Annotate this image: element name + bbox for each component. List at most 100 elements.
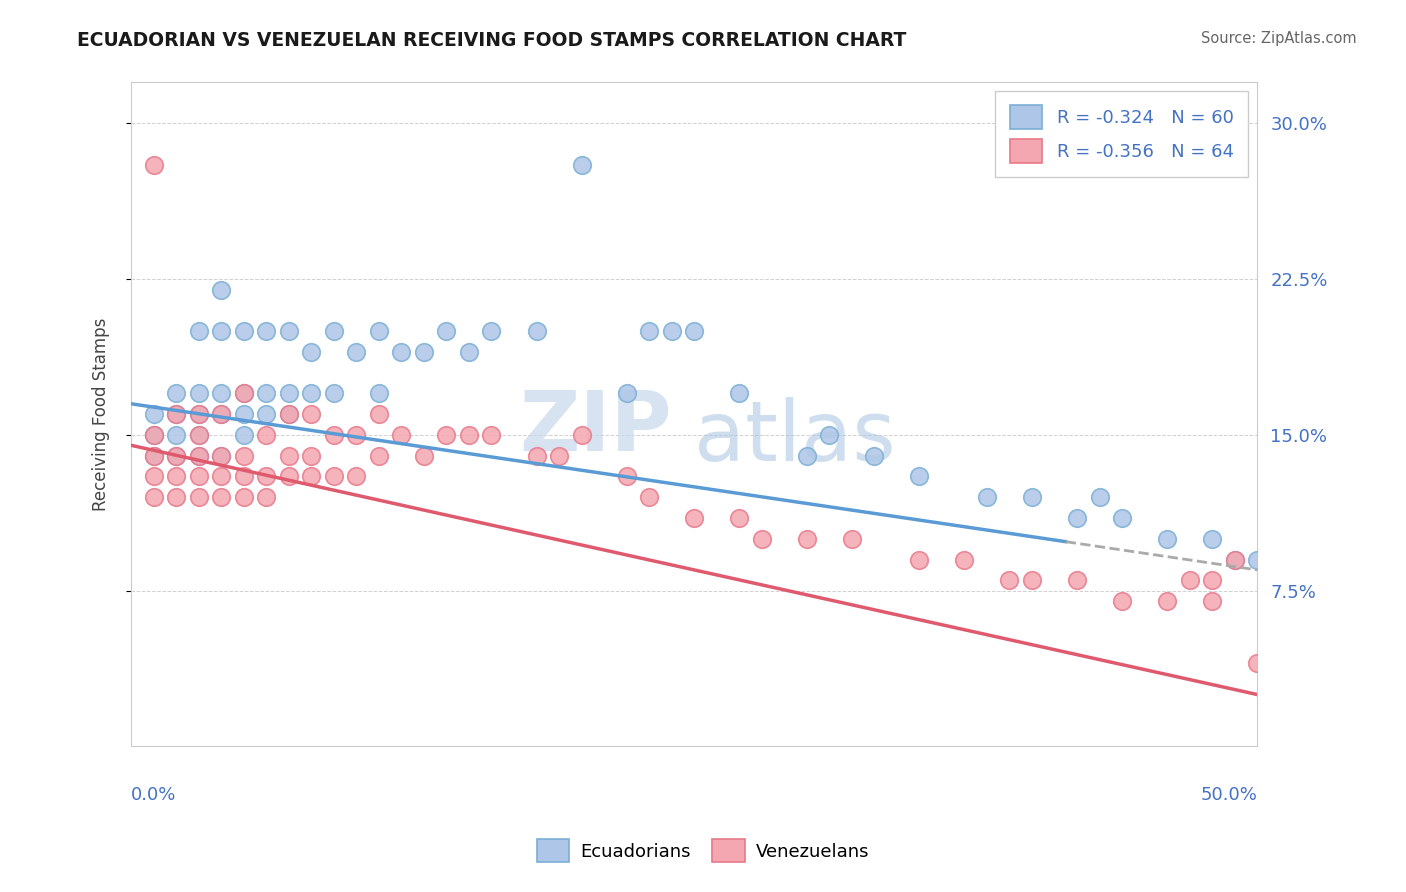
Point [299, 469, 322, 483]
Point [254, 386, 277, 401]
Point [1223, 552, 1246, 566]
Point [1021, 490, 1043, 504]
Point [187, 386, 209, 401]
Point [818, 428, 841, 442]
Point [299, 407, 322, 421]
Point [841, 532, 863, 546]
Point [367, 449, 389, 463]
Text: atlas: atlas [695, 397, 896, 478]
Point [1246, 552, 1268, 566]
Point [187, 428, 209, 442]
Point [165, 407, 187, 421]
Point [436, 428, 458, 442]
Point [1066, 511, 1088, 525]
Point [187, 449, 209, 463]
Point [232, 407, 254, 421]
Point [209, 449, 232, 463]
Point [187, 407, 209, 421]
Point [142, 428, 165, 442]
Point [165, 386, 187, 401]
Point [526, 324, 548, 338]
Point [165, 428, 187, 442]
Point [187, 449, 209, 463]
Point [322, 428, 344, 442]
Point [142, 469, 165, 483]
Point [187, 428, 209, 442]
Point [638, 490, 661, 504]
Point [187, 490, 209, 504]
Point [209, 386, 232, 401]
Point [142, 407, 165, 421]
Point [254, 469, 277, 483]
Point [367, 386, 389, 401]
Point [1223, 552, 1246, 566]
Point [165, 449, 187, 463]
Point [277, 386, 299, 401]
Point [209, 324, 232, 338]
Point [413, 344, 436, 359]
Point [367, 407, 389, 421]
Point [728, 511, 751, 525]
Point [683, 511, 706, 525]
Point [142, 449, 165, 463]
Point [232, 490, 254, 504]
Text: Source: ZipAtlas.com: Source: ZipAtlas.com [1201, 31, 1357, 46]
Point [322, 324, 344, 338]
Point [209, 469, 232, 483]
Point [142, 449, 165, 463]
Point [344, 428, 367, 442]
Point [683, 324, 706, 338]
Point [209, 283, 232, 297]
Point [299, 344, 322, 359]
Point [796, 449, 818, 463]
Point [232, 428, 254, 442]
Point [571, 428, 593, 442]
Point [1178, 574, 1201, 588]
Point [299, 449, 322, 463]
Text: 0.0%: 0.0% [131, 787, 177, 805]
Point [863, 449, 886, 463]
Point [638, 324, 661, 338]
Point [142, 428, 165, 442]
Point [344, 469, 367, 483]
Point [232, 386, 254, 401]
Point [232, 449, 254, 463]
Point [458, 344, 481, 359]
Point [389, 428, 412, 442]
Point [209, 449, 232, 463]
Point [142, 158, 165, 172]
Point [254, 490, 277, 504]
Point [1246, 657, 1268, 671]
Point [232, 386, 254, 401]
Point [796, 532, 818, 546]
Point [165, 407, 187, 421]
Point [389, 344, 412, 359]
Point [277, 324, 299, 338]
Point [165, 469, 187, 483]
Point [908, 552, 931, 566]
Point [165, 449, 187, 463]
Point [458, 428, 481, 442]
Point [322, 386, 344, 401]
Point [165, 490, 187, 504]
Text: ECUADORIAN VS VENEZUELAN RECEIVING FOOD STAMPS CORRELATION CHART: ECUADORIAN VS VENEZUELAN RECEIVING FOOD … [77, 31, 907, 50]
Point [1021, 574, 1043, 588]
Text: 50.0%: 50.0% [1201, 787, 1257, 805]
Point [187, 469, 209, 483]
Point [187, 407, 209, 421]
Point [367, 324, 389, 338]
Point [209, 407, 232, 421]
Point [1201, 594, 1223, 608]
Point [1066, 574, 1088, 588]
Point [209, 490, 232, 504]
Point [1201, 574, 1223, 588]
Point [142, 428, 165, 442]
Point [998, 574, 1021, 588]
Point [1156, 594, 1178, 608]
Point [1156, 532, 1178, 546]
Legend: R = -0.324   N = 60, R = -0.356   N = 64: R = -0.324 N = 60, R = -0.356 N = 64 [995, 91, 1249, 177]
Point [209, 407, 232, 421]
Point [142, 490, 165, 504]
Point [1111, 594, 1133, 608]
Point [751, 532, 773, 546]
